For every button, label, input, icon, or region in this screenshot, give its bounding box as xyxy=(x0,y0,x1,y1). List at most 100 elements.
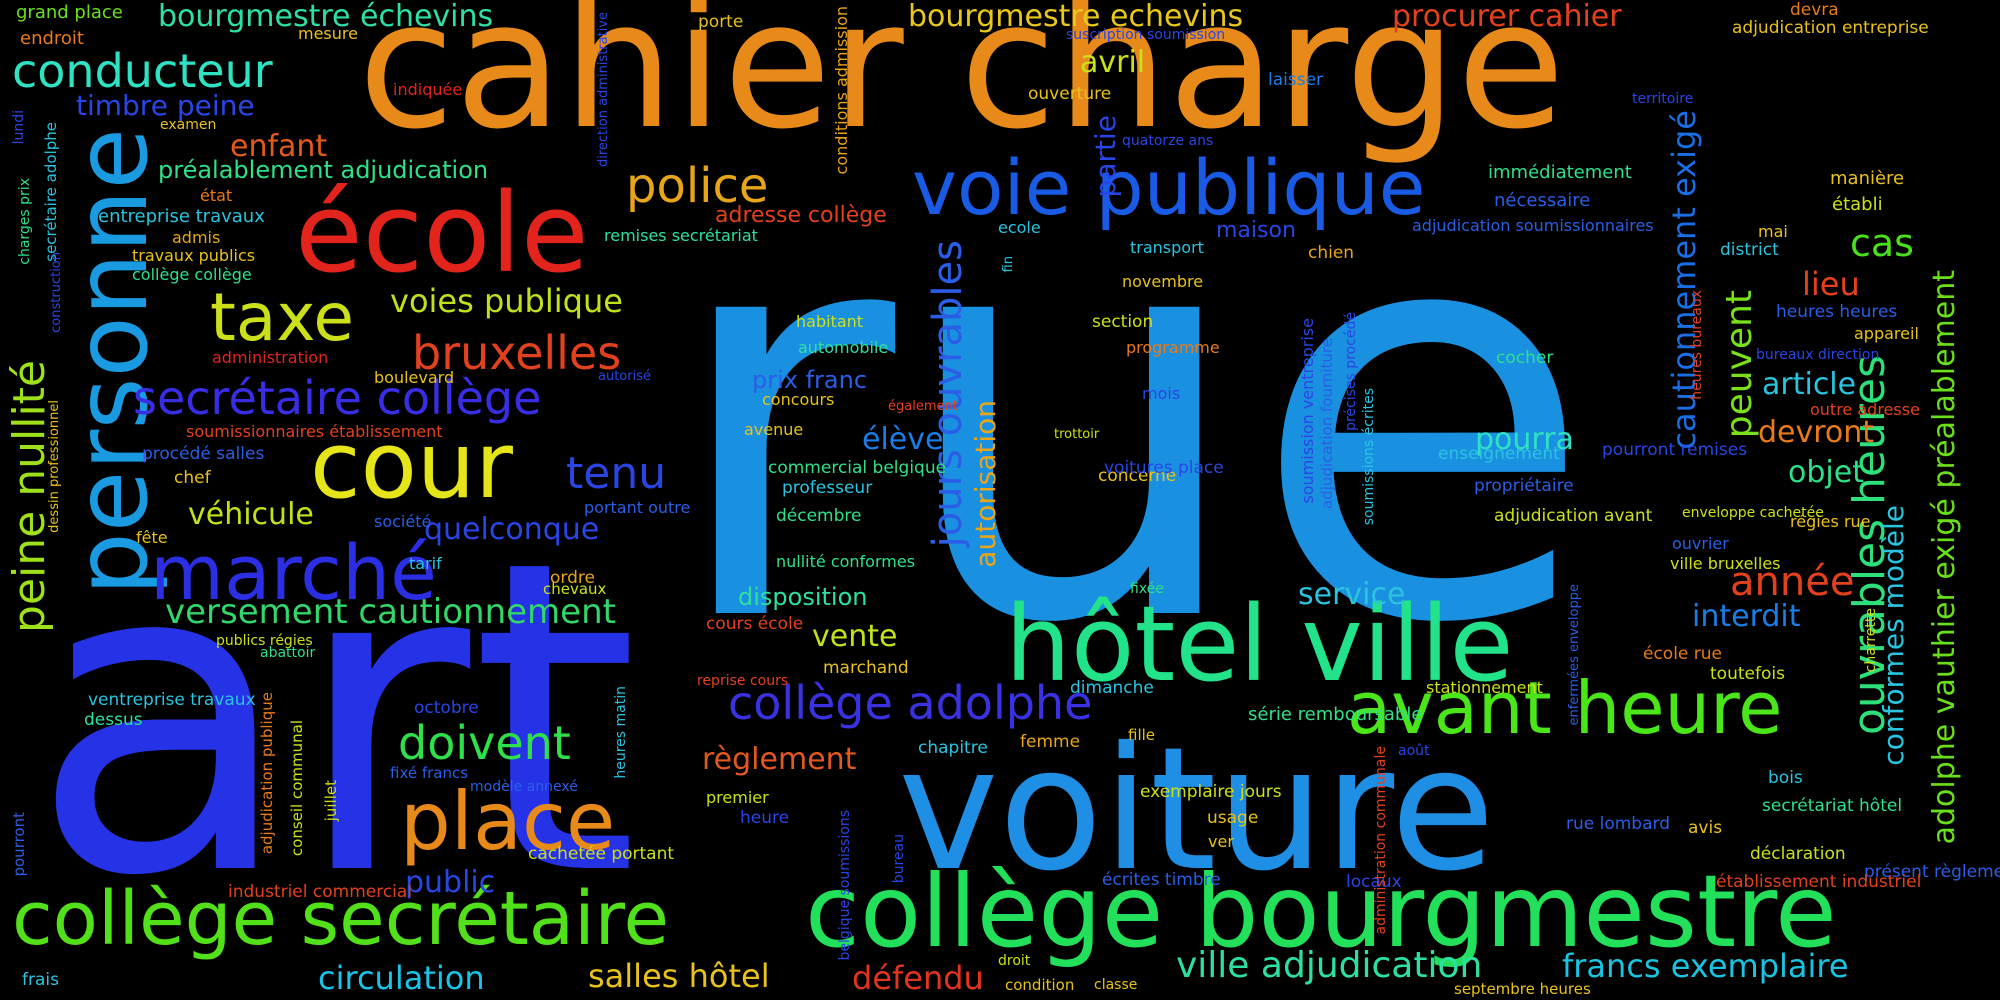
word: fille xyxy=(1128,726,1156,744)
word: enveloppe cachetée xyxy=(1682,505,1824,521)
word: année xyxy=(1730,559,1855,605)
word: heures heures xyxy=(1776,302,1898,322)
word: charrette xyxy=(1863,608,1879,673)
word: état xyxy=(200,186,233,205)
word: publics régies xyxy=(216,633,313,649)
word: objet xyxy=(1788,455,1864,490)
word: marché xyxy=(150,528,437,617)
word: ouvrier xyxy=(1672,534,1729,553)
word: adjudication fourniture xyxy=(1318,338,1336,510)
word: propriétaire xyxy=(1474,476,1574,496)
word: salles hôtel xyxy=(588,957,770,995)
word: frais xyxy=(22,970,59,990)
word: automobile xyxy=(798,338,889,357)
word: bureau xyxy=(891,834,907,884)
word: vente xyxy=(812,619,898,654)
word: appareil xyxy=(1854,324,1919,343)
word: octobre xyxy=(414,698,479,718)
word: direction administrative xyxy=(596,12,611,168)
word: charges prix xyxy=(17,178,33,265)
word: collège adolphe xyxy=(728,676,1093,730)
word: heures matin xyxy=(613,686,629,779)
word: secrétariat hôtel xyxy=(1762,796,1903,816)
word: précises procédé xyxy=(1343,312,1359,431)
word: place xyxy=(400,775,616,868)
word: rue xyxy=(665,94,1595,746)
word: reprise cours xyxy=(697,673,789,689)
word: voie publique xyxy=(912,143,1426,232)
word: ouverture xyxy=(1028,84,1112,104)
word: prix franc xyxy=(752,366,868,394)
word: ver xyxy=(1208,832,1234,851)
word: modèle annexé xyxy=(470,779,578,795)
word: conformes modèle xyxy=(1877,505,1910,766)
word: septembre heures xyxy=(1454,980,1591,998)
word: service xyxy=(1298,577,1406,612)
word: doivent xyxy=(398,716,571,770)
word: administration communale xyxy=(1373,746,1389,935)
word: concours xyxy=(762,390,835,409)
word: secrétaire adolphe xyxy=(42,122,60,262)
word: collège secrétaire xyxy=(12,876,669,962)
word: pourront remises xyxy=(1602,440,1748,460)
word: établissement industriel xyxy=(1716,872,1922,892)
word: ville bruxelles xyxy=(1670,554,1781,573)
word: soumission ventreprise xyxy=(1298,318,1317,504)
word: pourront xyxy=(10,812,28,877)
word: condition xyxy=(1005,976,1075,994)
word: entreprise travaux xyxy=(98,206,265,227)
word: immédiatement xyxy=(1488,162,1632,183)
word: bois xyxy=(1768,768,1803,788)
word: cachetée portant xyxy=(528,844,675,864)
word: préalablement adjudication xyxy=(158,156,489,184)
word: locaux xyxy=(1346,872,1402,892)
word: véhicule xyxy=(188,497,314,532)
word: cahier charge xyxy=(358,0,1566,168)
word: ville adjudication xyxy=(1176,945,1483,986)
word: premier xyxy=(706,788,769,807)
word: article xyxy=(1762,367,1857,402)
word: fixée xyxy=(1130,581,1164,597)
word: classe xyxy=(1094,977,1138,993)
word: avant heure xyxy=(1347,666,1783,750)
word: voiture xyxy=(898,711,1495,909)
word: remises secrétariat xyxy=(604,226,758,245)
word: abattoir xyxy=(260,645,316,661)
word: voitures place xyxy=(1104,458,1224,478)
word: nullité conformes xyxy=(776,552,916,571)
word: examen xyxy=(160,117,217,133)
word: adjudication soumissionnaires xyxy=(1412,216,1654,235)
word: écrites timbre xyxy=(1102,870,1221,890)
word: bruxelles xyxy=(412,326,622,380)
word: district xyxy=(1720,240,1779,260)
word: déclaration xyxy=(1750,844,1846,864)
word: transport xyxy=(1130,238,1204,257)
word: avis xyxy=(1688,818,1723,838)
word: également xyxy=(888,399,958,414)
word: adresse collège xyxy=(715,203,887,228)
word: peine nullité xyxy=(4,360,55,633)
word: société xyxy=(374,512,432,531)
word: procédé salles xyxy=(142,444,265,464)
word: ordre xyxy=(550,568,595,588)
word: professeur xyxy=(782,478,873,498)
word: collège bourgmestre xyxy=(805,853,1837,970)
word: public xyxy=(405,865,496,900)
word: quelconque xyxy=(424,512,600,547)
word: adolphe vauthier exigé préalablement xyxy=(1927,270,1962,845)
word: admis xyxy=(172,228,221,247)
word: dessin professionnel xyxy=(47,400,62,533)
word: école xyxy=(295,169,589,297)
word: conseil communal xyxy=(288,720,306,857)
word: établi xyxy=(1832,194,1883,215)
word: trottoir xyxy=(1054,427,1100,442)
word: section xyxy=(1092,312,1154,332)
word: indiquée xyxy=(393,80,463,99)
word: heures bureaux xyxy=(1689,290,1705,400)
word: chapitre xyxy=(918,738,988,758)
word: jours ouvrables xyxy=(925,240,971,548)
word: tarif xyxy=(409,554,442,573)
word: devra xyxy=(1790,0,1839,20)
word: nécessaire xyxy=(1494,190,1591,211)
word: peuvent xyxy=(1719,290,1760,439)
